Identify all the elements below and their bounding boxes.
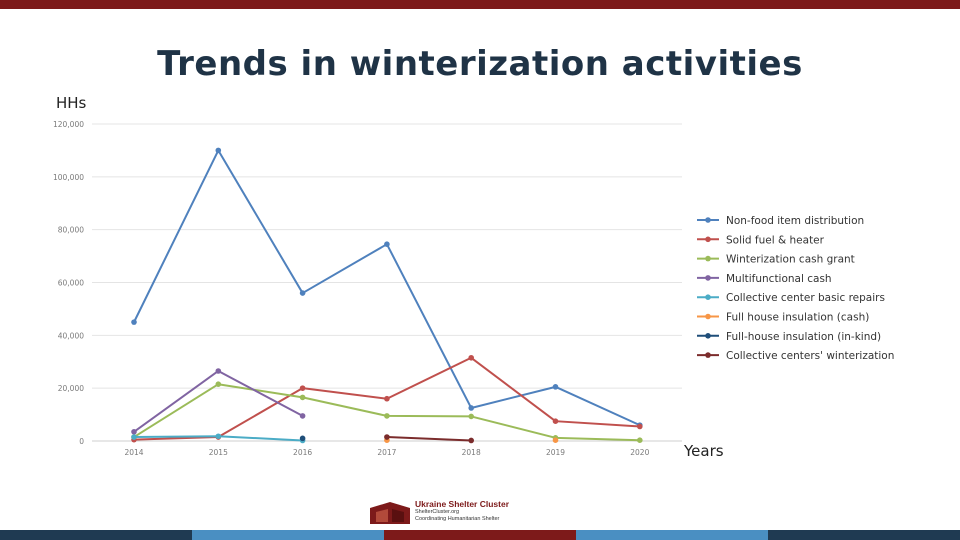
data-point [384, 434, 390, 440]
x-tick-label: 2014 [124, 448, 143, 457]
series-6 [299, 435, 306, 442]
top-accent-bar [0, 0, 960, 9]
data-point [299, 435, 306, 442]
legend-entry-label: Collective center basic repairs [726, 292, 885, 304]
data-point [384, 413, 390, 419]
y-tick-label: 80,000 [58, 226, 84, 235]
x-tick-label: 2018 [462, 448, 481, 457]
data-point [299, 385, 306, 391]
y-axis-unit-label: HHs [56, 94, 87, 112]
data-point [215, 381, 222, 388]
data-point [552, 384, 559, 390]
gridlines [92, 123, 682, 442]
legend-entry-label: Full house insulation (cash) [726, 312, 869, 324]
y-axis-ticks: 0 20,000 40,000 60,000 80,000 100,000 120,000 [53, 120, 84, 446]
data-point [215, 368, 222, 374]
y-tick-label: 60,000 [58, 279, 84, 288]
slide-title: Trends in winterization activities [157, 44, 803, 84]
data-point [131, 319, 137, 325]
x-tick-label: 2020 [630, 448, 649, 457]
y-tick-label: 100,000 [53, 173, 84, 182]
legend-entry-label: Full-house insulation (in-kind) [726, 331, 881, 343]
data-point [637, 437, 643, 444]
series-lines [131, 147, 643, 444]
legend-entry-label: Winterization cash grant [726, 254, 855, 266]
legend-swatch-marker [705, 275, 711, 281]
footer-website: ShelterCluster.org [415, 509, 460, 515]
legend-swatch-marker [705, 217, 711, 223]
x-tick-label: 2019 [546, 448, 565, 457]
bottom-bar-segment [192, 530, 384, 540]
legend-entry-label: Multifunctional cash [726, 273, 832, 285]
data-point [131, 434, 137, 440]
data-point [637, 423, 643, 430]
data-point [468, 413, 475, 420]
data-point [131, 428, 137, 435]
x-tick-label: 2015 [209, 448, 228, 457]
legend: Non-food item distribution Solid fuel & h… [697, 215, 894, 362]
legend-entry-label: Non-food item distribution [726, 215, 864, 227]
legend-entry-label: Solid fuel & heater [726, 234, 825, 246]
y-tick-label: 40,000 [58, 331, 84, 340]
series-3 [131, 368, 306, 435]
data-point [215, 433, 222, 440]
bottom-bar-segment [0, 530, 192, 540]
legend-entry-label: Collective centers' winterization [726, 350, 894, 362]
data-point [468, 354, 475, 361]
y-tick-label: 0 [79, 437, 84, 446]
series-1 [131, 354, 643, 443]
data-point [384, 241, 390, 247]
data-point [468, 405, 475, 411]
bottom-accent-bar [0, 530, 960, 540]
series-0 [131, 147, 643, 428]
legend-swatch-marker [705, 352, 711, 358]
legend-swatch-marker [705, 236, 711, 243]
data-point [299, 394, 306, 401]
footer-org-name: Ukraine Shelter Cluster [415, 499, 510, 509]
data-point [299, 290, 306, 296]
series-line [386, 436, 472, 442]
line-chart: 020,00040,00060,00080,000100,000120,000 … [53, 120, 894, 457]
footer-tagline: Coordinating Humanitarian Shelter [415, 516, 500, 522]
data-point [215, 147, 222, 154]
series-line [133, 383, 640, 442]
x-axis-unit-label: Years [684, 442, 724, 460]
y-tick-label: 20,000 [58, 384, 84, 393]
legend-swatch-marker [705, 313, 711, 320]
data-point [468, 437, 475, 444]
series-7 [384, 434, 475, 444]
series-line [133, 369, 304, 433]
series-line [133, 149, 641, 427]
legend-swatch-marker [705, 255, 711, 262]
bottom-bar-segment [384, 530, 576, 540]
bottom-bar-segment [768, 530, 960, 540]
footer-logo: Ukraine Shelter Cluster ShelterCluster.o… [368, 498, 548, 526]
data-point [552, 418, 559, 424]
data-point [552, 437, 559, 444]
bottom-bar-segment [576, 530, 768, 540]
data-point [384, 395, 390, 402]
legend-swatch-marker [705, 294, 711, 301]
shelter-cluster-logo-icon [370, 502, 410, 524]
legend-swatch-marker [705, 333, 711, 339]
y-tick-label: 120,000 [53, 120, 84, 129]
x-axis-ticks: 2014 2015 2016 2017 2018 2019 2020 [124, 448, 649, 457]
data-point [299, 413, 306, 419]
x-tick-label: 2016 [293, 448, 312, 457]
x-tick-label: 2017 [377, 448, 396, 457]
